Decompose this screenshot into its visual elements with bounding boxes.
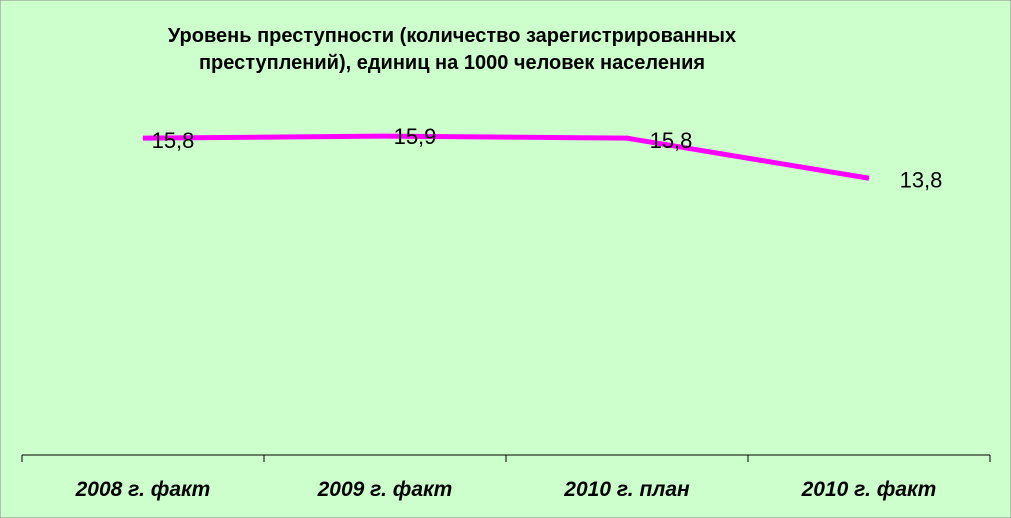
plot-area: 2008 г. факт 2009 г. факт 2010 г. план 2010…	[21, 124, 991, 501]
x-tick-label: 2010 г. план	[563, 478, 690, 501]
x-tick-label: 2008 г. факт	[75, 478, 211, 501]
x-tick-label: 2010 г. факт	[801, 478, 937, 501]
chart-title-line-2: преступлений), единиц на 1000 человек на…	[199, 52, 705, 74]
data-label: 13,8	[900, 167, 943, 192]
data-label: 15,8	[650, 128, 693, 153]
x-tick-label: 2009 г. факт	[317, 478, 453, 501]
data-point	[868, 177, 870, 179]
data-label: 15,9	[394, 124, 437, 149]
data-label: 15,8	[152, 128, 195, 153]
data-point	[142, 137, 144, 139]
data-point	[626, 137, 628, 139]
series-line	[142, 133, 870, 181]
data-point	[384, 135, 386, 137]
chart-title-line-1: Уровень преступности (количество зарегис…	[168, 25, 736, 47]
